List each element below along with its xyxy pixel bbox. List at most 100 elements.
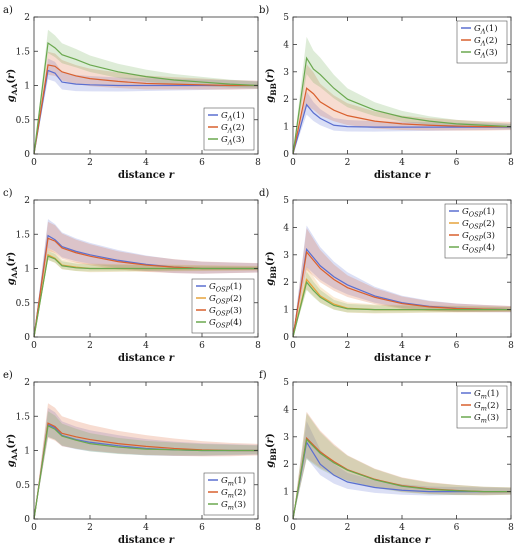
legend-label: GOSP(2): [462, 218, 495, 231]
x-tick-label: 6: [199, 523, 205, 533]
band-3: [34, 29, 258, 155]
series-line-3: [33, 41, 259, 155]
band-2: [34, 51, 258, 155]
band-3: [34, 221, 258, 337]
y-tick-label: 5: [283, 378, 289, 388]
x-tick-label: 6: [454, 158, 460, 168]
legend: Gm(1)Gm(2)Gm(3): [456, 385, 508, 429]
legend-label: GΛ(2): [474, 35, 498, 48]
x-tick-label: 6: [454, 341, 460, 351]
y-tick-label: 2: [24, 378, 30, 388]
band-3: [293, 36, 511, 154]
y-tick-label: 0: [24, 150, 30, 160]
legend-label: GOSP(2): [209, 293, 242, 306]
y-tick-label: 2: [283, 95, 289, 105]
legend-label: GΛ(2): [221, 122, 245, 135]
band-3: [293, 413, 511, 519]
legend-box: [444, 203, 508, 259]
band-2: [34, 403, 258, 519]
x-tick-label: 2: [87, 158, 93, 168]
band-2: [293, 266, 511, 337]
legend-label: GOSP(3): [209, 305, 242, 318]
y-tick-label: 3: [283, 251, 289, 261]
y-tick-label: 1.5: [16, 47, 31, 57]
x-tick-label: 8: [255, 523, 261, 533]
series-line-1: [292, 440, 511, 520]
x-tick-label: 8: [255, 158, 261, 168]
x-tick-label: 4: [143, 341, 149, 351]
x-tick-label: 8: [508, 158, 514, 168]
series-line-2: [292, 87, 511, 155]
x-tick-label: 8: [508, 341, 514, 351]
legend-label: GOSP(4): [209, 317, 242, 330]
legend-label: GΛ(3): [474, 47, 498, 60]
x-tick-label: 8: [508, 523, 514, 533]
x-tick-label: 4: [399, 523, 405, 533]
x-tick-label: 0: [31, 158, 37, 168]
y-axis-label: gBB(r): [265, 433, 278, 467]
panel-b: b) 0 2 4 6 8 0 1 2 3 4 5 distance r gBB(r) GΛ(1)GΛ(2)G…: [259, 5, 514, 181]
series-line-3: [292, 250, 512, 338]
series-line-3: [292, 56, 512, 155]
x-tick-label: 2: [345, 341, 351, 351]
band-1: [34, 219, 258, 337]
y-axis-label: gAA(r): [6, 69, 19, 102]
legend-label: GOSP(3): [462, 230, 495, 243]
x-tick-label: 0: [31, 523, 37, 533]
legend: GOSP(1)GOSP(2)GOSP(3)GOSP(4): [444, 203, 508, 259]
band-1: [34, 407, 258, 519]
panel-label: f): [259, 370, 267, 381]
x-tick-label: 4: [143, 158, 149, 168]
band-1: [293, 421, 511, 519]
y-tick-label: 1: [24, 82, 30, 92]
x-tick-label: 0: [290, 158, 296, 168]
y-tick-label: 2: [283, 278, 289, 288]
legend-label: Gm(1): [221, 475, 246, 488]
band-2: [34, 248, 258, 337]
legend: GΛ(1)GΛ(2)GΛ(3): [456, 20, 508, 64]
x-tick-label: 6: [199, 341, 205, 351]
y-tick-label: 1: [283, 306, 289, 316]
panel-label: d): [259, 188, 269, 199]
y-tick-label: 2: [283, 460, 289, 470]
legend-label: GΛ(1): [474, 23, 498, 36]
x-tick-label: 0: [290, 523, 296, 533]
panel-label: e): [3, 370, 13, 381]
y-tick-label: 1.5: [16, 412, 31, 422]
panel-label: b): [259, 5, 269, 16]
panel-label: c): [3, 188, 13, 199]
x-tick-label: 4: [399, 158, 405, 168]
y-tick-label: 1: [283, 123, 289, 133]
x-tick-label: 2: [345, 158, 351, 168]
y-tick-label: 0: [283, 515, 289, 525]
x-tick-label: 4: [143, 523, 149, 533]
y-tick-label: 5: [283, 13, 289, 23]
series-line-4: [33, 255, 258, 338]
band-2: [293, 64, 511, 154]
y-tick-label: 0.5: [16, 481, 31, 491]
legend-label: Gm(2): [474, 400, 499, 413]
band-1: [293, 91, 511, 154]
x-axis-label: distance r: [118, 353, 175, 364]
x-tick-label: 0: [31, 341, 37, 351]
legend: Gm(1)Gm(2)Gm(3): [203, 472, 255, 516]
y-tick-label: 1: [24, 265, 30, 275]
band-4: [293, 271, 511, 337]
y-tick-label: 3: [283, 68, 289, 78]
y-tick-label: 5: [283, 196, 289, 206]
legend-label: GOSP(1): [462, 206, 495, 219]
legend: GΛ(1)GΛ(2)GΛ(3): [203, 107, 255, 151]
x-tick-label: 2: [87, 523, 93, 533]
y-axis-label: gAA(r): [6, 434, 19, 467]
x-axis-label: distance r: [374, 353, 431, 364]
legend: GOSP(1)GOSP(2)GOSP(3)GOSP(4): [191, 278, 255, 334]
y-tick-label: 0: [283, 150, 289, 160]
y-tick-label: 3: [283, 433, 289, 443]
y-tick-label: 1: [283, 488, 289, 498]
x-axis-label: distance r: [118, 170, 175, 181]
y-tick-label: 0: [24, 333, 30, 343]
legend-label: GΛ(1): [221, 110, 245, 123]
